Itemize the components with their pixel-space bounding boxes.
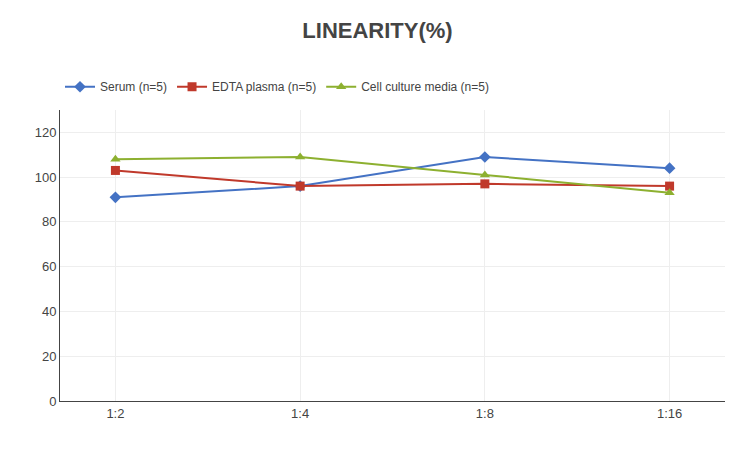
svg-text:Serum (n=5): Serum (n=5) (100, 80, 167, 94)
svg-text:LINEARITY(%): LINEARITY(%) (302, 18, 452, 43)
svg-text:100: 100 (35, 170, 57, 185)
svg-text:1:16: 1:16 (657, 406, 682, 421)
svg-text:0: 0 (49, 394, 56, 409)
svg-text:Cell culture media (n=5): Cell culture media (n=5) (361, 80, 489, 94)
svg-text:60: 60 (42, 259, 56, 274)
svg-text:20: 20 (42, 349, 56, 364)
svg-text:EDTA plasma (n=5): EDTA plasma (n=5) (212, 80, 316, 94)
svg-text:1:2: 1:2 (106, 406, 124, 421)
svg-text:120: 120 (35, 125, 57, 140)
svg-text:40: 40 (42, 304, 56, 319)
svg-text:1:4: 1:4 (291, 406, 309, 421)
svg-text:80: 80 (42, 214, 56, 229)
svg-text:1:8: 1:8 (476, 406, 494, 421)
